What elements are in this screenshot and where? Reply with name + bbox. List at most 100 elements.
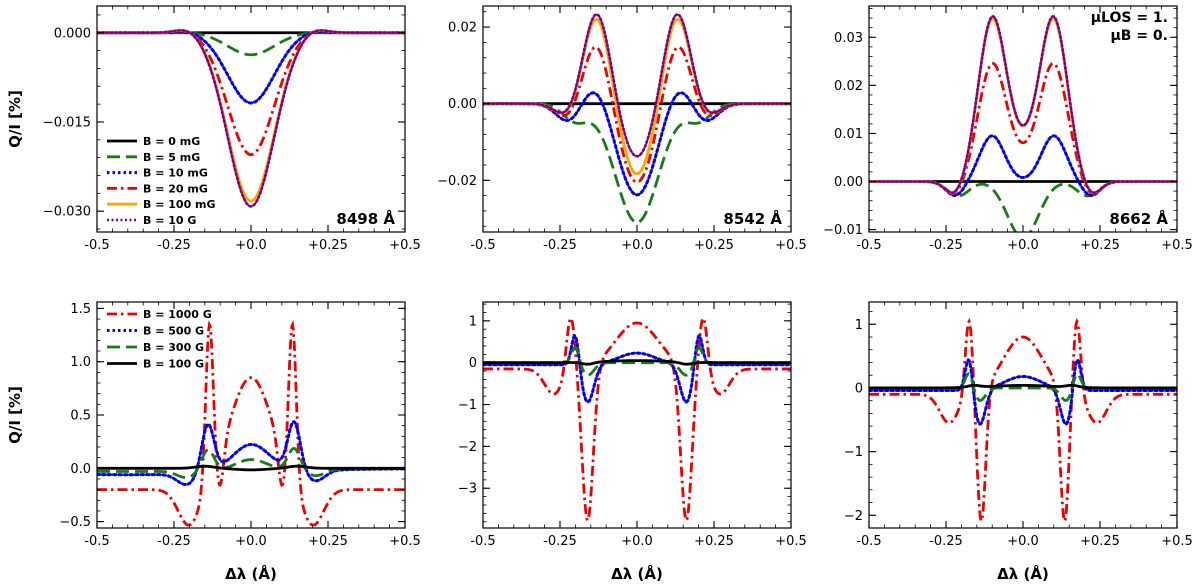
legend-label: B = 10 mG xyxy=(143,167,208,180)
y-tick-label: 1.5 xyxy=(70,302,91,317)
mu-b-annotation: μB = 0. xyxy=(1110,28,1168,44)
y-tick-label: −1 xyxy=(844,445,863,460)
legend-label: B = 5 mG xyxy=(143,151,200,164)
legend-label: B = 1000 G xyxy=(143,308,212,321)
x-axis-label-middle: Δλ (Å) xyxy=(611,564,663,583)
y-tick-label: 0.000 xyxy=(54,26,91,41)
line-label-8542: 8542 Å xyxy=(723,209,782,228)
x-tick-label: +0.5 xyxy=(1161,238,1193,253)
y-tick-label: −3 xyxy=(458,482,477,497)
series-line-b-1000-g xyxy=(869,317,1177,526)
x-tick-label: +0.5 xyxy=(775,238,807,253)
x-tick-label: +0.25 xyxy=(694,238,734,253)
series-line-b-5-mg xyxy=(483,102,791,224)
series-line-b-100-mg xyxy=(483,17,791,176)
y-tick-label: −0.015 xyxy=(43,115,91,130)
panel-8662: -0.5 -0.25 +0.0 +0.25 +0.5 0.03 0.02 0.01 0.00 −0… xyxy=(823,5,1193,253)
x-tick-label: +0.5 xyxy=(389,534,421,549)
legend-label: B = 0 mG xyxy=(143,135,200,148)
x-tick-label: -0.5 xyxy=(856,534,881,549)
y-tick-label: −2 xyxy=(458,440,477,455)
x-tick-label: +0.0 xyxy=(621,238,653,253)
y-tick-label: −0.030 xyxy=(43,205,91,220)
panel-8542: -0.5 -0.25 +0.0 +0.25 +0.5 0.02 0.00 −0.02 8542… xyxy=(437,5,807,253)
series-line-b-1000-g xyxy=(97,319,405,527)
x-tick-label: -0.5 xyxy=(470,534,495,549)
series-line-b-100-g xyxy=(97,464,405,472)
x-tick-label: +0.25 xyxy=(308,238,348,253)
line-label-8662: 8662 Å xyxy=(1109,209,1168,228)
y-tick-label: 1.0 xyxy=(70,355,91,370)
series-line-b-100-mg xyxy=(869,17,1177,195)
y-tick-label: 0.00 xyxy=(448,97,477,112)
legend-label: B = 100 mG xyxy=(143,198,216,211)
x-tick-label: -0.5 xyxy=(84,534,109,549)
mu-los-annotation: μLOS = 1. xyxy=(1091,10,1168,26)
x-tick-label: +0.0 xyxy=(235,534,267,549)
y-axis-label-bottom: Q/I [%] xyxy=(6,386,24,444)
x-tick-label: +0.0 xyxy=(621,534,653,549)
x-tick-label: +0.5 xyxy=(389,238,421,253)
y-tick-label: −2 xyxy=(844,509,863,524)
y-tick-label: 0 xyxy=(469,356,477,371)
series-line-b-5-mg xyxy=(97,31,405,57)
y-tick-label: −1 xyxy=(458,398,477,413)
series-line-b-500-g xyxy=(97,420,405,487)
x-tick-label: +0.25 xyxy=(1080,534,1120,549)
x-tick-label: -0.5 xyxy=(856,238,881,253)
series-line-b-10-mg xyxy=(483,91,791,197)
line-label-8498: 8498 Å xyxy=(336,209,395,228)
legend-label: B = 20 mG xyxy=(143,182,208,195)
y-tick-label: −0.02 xyxy=(437,174,477,189)
series-line-b-10-g xyxy=(483,13,791,158)
legend-label: B = 500 G xyxy=(143,325,204,338)
x-tick-label: +0.25 xyxy=(308,534,348,549)
x-tick-label: +0.25 xyxy=(1080,238,1120,253)
x-tick-label: +0.5 xyxy=(1161,534,1193,549)
series-line-b-1000-g xyxy=(483,315,791,524)
series-line-b-10-mg xyxy=(869,134,1177,197)
series-line-b-100-g xyxy=(483,359,791,366)
x-tick-label: -0.25 xyxy=(157,238,191,253)
legend-label: B = 300 G xyxy=(143,341,204,354)
x-axis-label-left: Δλ (Å) xyxy=(225,564,277,583)
x-tick-label: -0.25 xyxy=(929,238,963,253)
x-tick-label: -0.5 xyxy=(84,238,109,253)
y-tick-label: 0.00 xyxy=(834,175,863,190)
panel-8498: -0.5 -0.25 +0.0 +0.25 +0.50.000−0.015−0.030 … xyxy=(43,5,421,253)
panel-bottom-right: -0.5 -0.25 +0.0 +0.25 +0.5 1 0 −1 −2 xyxy=(844,301,1193,549)
series-line-b-500-g xyxy=(483,333,791,404)
x-tick-label: -0.25 xyxy=(929,534,963,549)
series-line-b-500-g xyxy=(869,357,1177,426)
y-tick-label: −0.5 xyxy=(59,515,91,530)
series-line-b-20-mg xyxy=(869,61,1177,195)
y-tick-label: 0.02 xyxy=(834,79,863,94)
y-tick-label: 1 xyxy=(855,318,863,333)
series-line-b-10-mg xyxy=(97,30,405,105)
x-tick-label: -0.5 xyxy=(470,238,495,253)
y-tick-label: −0.01 xyxy=(823,223,863,238)
legend-label: B = 10 G xyxy=(143,214,196,227)
legend-label: B = 100 G xyxy=(143,358,204,371)
panel-bottom-middle: -0.5 -0.25 +0.0 +0.25 +0.5 1 0 −1 −2 −3 xyxy=(458,301,807,549)
y-tick-label: 0.01 xyxy=(834,127,863,142)
y-tick-label: 0 xyxy=(855,381,863,396)
series-line-b-10-g xyxy=(869,15,1177,194)
legend-top: B = 0 mG B = 5 mG B = 10 mG B = 20 mG B = 10… xyxy=(107,135,216,227)
series-line-b-10-g xyxy=(97,29,405,208)
panel-bottom-left: -0.5 -0.25 +0.0 +0.25 +0.5 1.5 1.0 0.5 0.0 −0.5 B… xyxy=(59,301,421,549)
x-tick-label: +0.0 xyxy=(1007,238,1039,253)
x-tick-label: -0.25 xyxy=(543,238,577,253)
y-tick-label: 0.5 xyxy=(70,409,91,424)
series-line-b-100-g xyxy=(869,383,1177,390)
x-tick-label: +0.5 xyxy=(775,534,807,549)
x-tick-label: +0.25 xyxy=(694,534,734,549)
y-tick-label: 0.03 xyxy=(834,31,863,46)
x-tick-label: -0.25 xyxy=(157,534,191,549)
x-tick-label: +0.0 xyxy=(235,238,267,253)
legend-bottom: B = 1000 G B = 500 G B = 300 G B = 100 G xyxy=(107,308,212,371)
x-tick-label: +0.0 xyxy=(1007,534,1039,549)
x-tick-label: -0.25 xyxy=(543,534,577,549)
y-tick-label: 0.0 xyxy=(70,462,91,477)
